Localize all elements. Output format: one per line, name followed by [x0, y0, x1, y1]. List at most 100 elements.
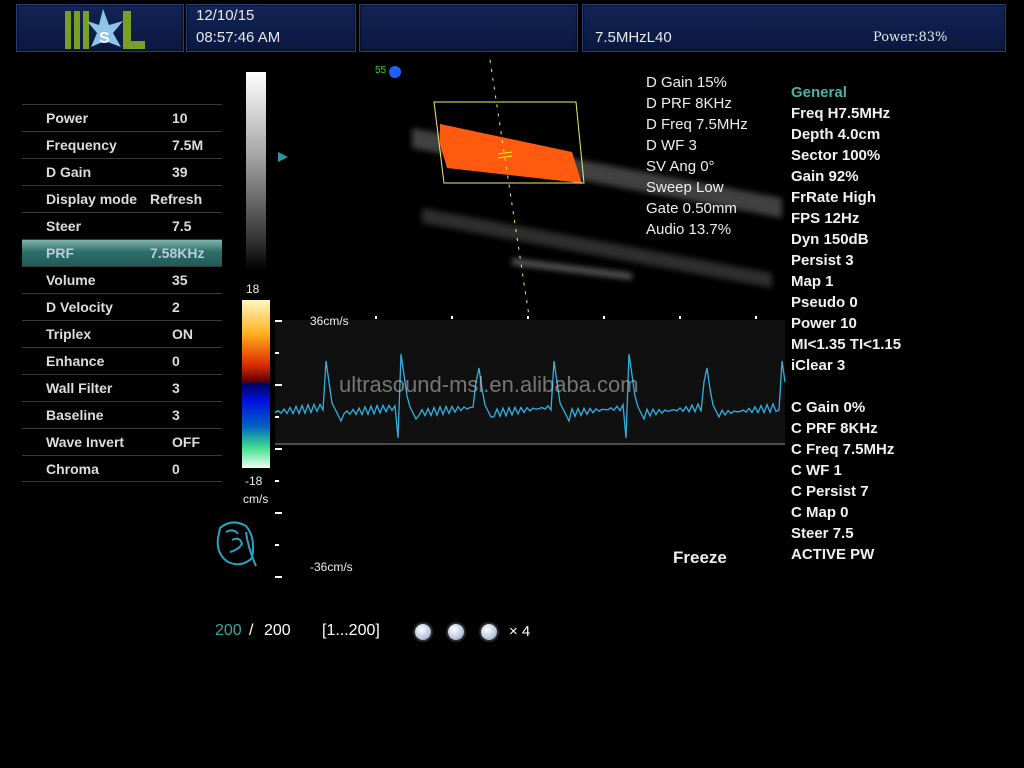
menu-item-value: 35: [172, 272, 188, 288]
menu-item-chroma[interactable]: Chroma 0: [22, 455, 222, 482]
grayscale-bar: [246, 72, 266, 270]
menu-item-label: Chroma: [46, 461, 99, 477]
menu-item-label: Display mode: [46, 191, 138, 207]
param-line: D Freq 7.5MHz: [646, 116, 748, 133]
spectrum-scale-top: 36cm/s: [310, 314, 349, 328]
time: 08:57:46 AM: [196, 29, 281, 46]
color-box: [433, 101, 585, 184]
cine-current-frame: 200: [215, 622, 242, 639]
probe-orientation-icon: [389, 66, 401, 78]
spectrum-scale-bottom: -36cm/s: [310, 560, 353, 574]
menu-item-baseline[interactable]: Baseline 3: [22, 401, 222, 428]
menu-item-wall-filter[interactable]: Wall Filter 3: [22, 374, 222, 401]
param-line: D WF 3: [646, 137, 697, 154]
color-scale-unit: cm/s: [243, 492, 269, 506]
menu-item-label: Wave Invert: [46, 434, 125, 450]
general-title: General: [791, 84, 847, 101]
param-line: C WF 1: [791, 462, 842, 479]
velocity-tick: [275, 544, 279, 546]
menu-item-value: 0: [172, 461, 180, 477]
date: 12/10/15: [196, 7, 255, 24]
menu-item-value: 3: [172, 380, 180, 396]
menu-item-d-velocity[interactable]: D Velocity 2: [22, 293, 222, 320]
watermark: ultrasound-msl.en.alibaba.com: [339, 372, 639, 397]
param-line: C Persist 7: [791, 483, 869, 500]
ultrasound-image[interactable]: 55: [272, 58, 792, 578]
param-line: Map 1: [791, 273, 834, 290]
param-line: D PRF 8KHz: [646, 95, 732, 112]
velocity-tick: [275, 448, 282, 450]
menu-item-steer[interactable]: Steer 7.5: [22, 212, 222, 239]
param-line: Depth 4.0cm: [791, 126, 881, 143]
param-line: Audio 13.7%: [646, 221, 732, 238]
cine-prev-button[interactable]: [413, 622, 433, 642]
menu-item-wave-invert[interactable]: Wave Invert OFF: [22, 428, 222, 455]
param-line: Pseudo 0: [791, 294, 858, 311]
param-line: ACTIVE PW: [791, 546, 875, 563]
menu-item-label: Baseline: [46, 407, 104, 423]
svg-text:S: S: [99, 30, 110, 47]
datetime-panel: 12/10/15 08:57:46 AM: [186, 4, 356, 52]
freeze-status: Freeze: [673, 548, 727, 567]
logo-panel: S: [16, 4, 184, 52]
menu-item-display-mode[interactable]: Display mode Refresh: [22, 185, 222, 212]
menu-item-value: 7.58KHz: [150, 245, 205, 261]
menu-item-value: 2: [172, 299, 180, 315]
menu-item-prf[interactable]: PRF 7.58KHz: [22, 239, 222, 266]
time-tick: [679, 316, 681, 319]
angle-marker: 55: [375, 65, 387, 76]
param-line: D Gain 15%: [646, 74, 727, 91]
focus-marker-icon[interactable]: [278, 152, 288, 162]
menu-item-volume[interactable]: Volume 35: [22, 266, 222, 293]
velocity-tick: [275, 480, 279, 482]
param-line: C Map 0: [791, 504, 849, 521]
probe-label: 7.5MHzL40: [595, 29, 672, 46]
menu-item-enhance[interactable]: Enhance 0: [22, 347, 222, 374]
menu-item-label: D Gain: [46, 164, 92, 180]
cine-separator: /: [249, 622, 254, 639]
doppler-params: D Gain 15% D PRF 8KHz D Freq 7.5MHz D WF 3 S…: [646, 72, 748, 240]
spectrum-area: [275, 320, 785, 445]
cine-speed: × 4: [509, 623, 531, 640]
param-line: Sweep Low: [646, 179, 724, 196]
param-line: C Freq 7.5MHz: [791, 441, 895, 458]
menu-item-label: D Velocity: [46, 299, 113, 315]
menu-item-label: Frequency: [46, 137, 117, 153]
param-line: Power 10: [791, 315, 857, 332]
velocity-tick: [275, 320, 282, 322]
cine-play-button[interactable]: [446, 622, 466, 642]
param-line: Steer 7.5: [791, 525, 854, 542]
menu-item-frequency[interactable]: Frequency 7.5M: [22, 131, 222, 158]
menu-item-label: Wall Filter: [46, 380, 113, 396]
menu-item-value: ON: [172, 326, 193, 342]
menu-item-value: Refresh: [150, 191, 203, 207]
menu-item-d-gain[interactable]: D Gain 39: [22, 158, 222, 185]
doppler-cursor-line: [489, 59, 530, 317]
time-tick: [527, 316, 529, 319]
velocity-tick: [275, 352, 279, 354]
info-panel: [359, 4, 578, 52]
menu-item-label: Power: [46, 110, 89, 126]
menu-item-triplex[interactable]: Triplex ON: [22, 320, 222, 347]
param-line: FPS 12Hz: [791, 210, 860, 227]
time-tick: [451, 316, 453, 319]
param-line: Persist 3: [791, 252, 854, 269]
time-tick: [603, 316, 605, 319]
spectral-envelope: [274, 353, 786, 439]
cine-stop-button[interactable]: [479, 622, 499, 642]
param-line: iClear 3: [791, 357, 846, 374]
param-line: C PRF 8KHz: [791, 420, 878, 437]
body-mark-icon[interactable]: [212, 518, 262, 570]
time-tick: [375, 316, 377, 319]
cine-total-frames: 200: [264, 622, 291, 639]
general-params: General Freq H7.5MHz Depth 4.0cm Sector 10…: [791, 82, 901, 565]
param-line: Gate 0.50mm: [646, 200, 737, 217]
menu-item-label: Steer: [46, 218, 82, 234]
param-line: SV Ang 0°: [646, 158, 715, 175]
color-scale-min: -18: [245, 474, 263, 488]
param-line: C Gain 0%: [791, 399, 866, 416]
color-scale-bar: [242, 300, 270, 468]
velocity-tick: [275, 416, 279, 418]
color-scale-max: 18: [246, 282, 260, 296]
menu-item-power[interactable]: Power 10: [22, 104, 222, 131]
